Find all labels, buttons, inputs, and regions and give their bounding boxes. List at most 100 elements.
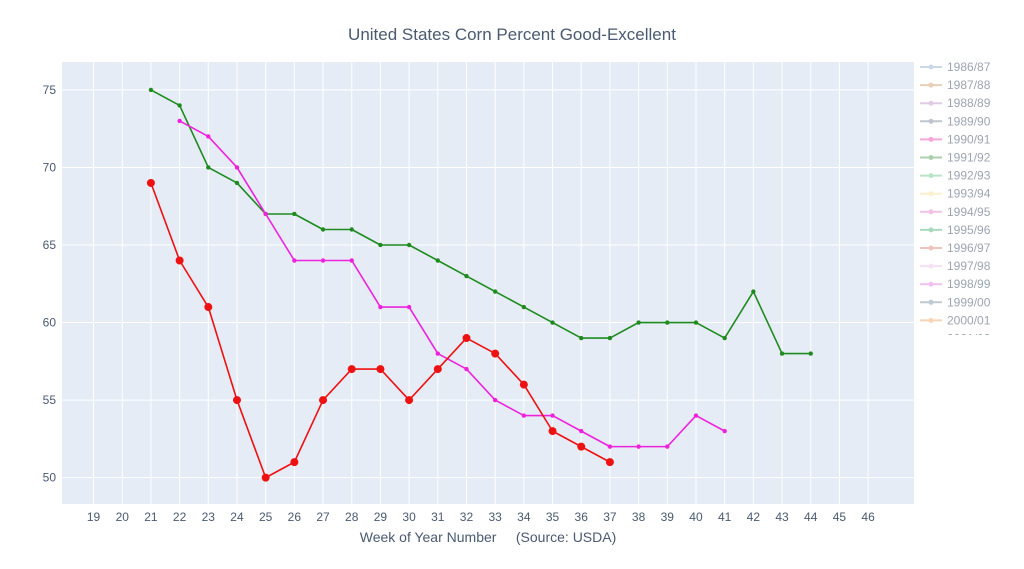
data-point[interactable]	[521, 304, 527, 310]
data-point[interactable]	[177, 103, 182, 108]
legend-item[interactable]: 1995/96	[920, 223, 991, 237]
data-point[interactable]	[292, 258, 297, 263]
data-point[interactable]	[665, 444, 670, 449]
data-point[interactable]	[519, 380, 528, 389]
data-point[interactable]	[665, 320, 670, 325]
data-point[interactable]	[232, 396, 241, 405]
data-point[interactable]	[405, 396, 414, 405]
data-point[interactable]	[406, 304, 412, 310]
data-point[interactable]	[376, 365, 385, 374]
data-point[interactable]	[492, 289, 498, 294]
legend-item[interactable]: 1986/87	[920, 60, 991, 74]
x-tick-label: 34	[517, 510, 531, 524]
data-point[interactable]	[751, 289, 756, 294]
data-point[interactable]	[234, 165, 240, 170]
legend-label: 1992/93	[947, 169, 991, 183]
data-point[interactable]	[550, 413, 555, 418]
data-point[interactable]	[204, 303, 213, 312]
data-point[interactable]	[577, 442, 586, 451]
y-tick-label: 70	[43, 160, 57, 174]
series	[146, 87, 813, 482]
data-point[interactable]	[462, 334, 471, 343]
data-point[interactable]	[521, 413, 527, 418]
legend-item[interactable]: 1992/93	[920, 169, 991, 183]
legend-marker-icon	[928, 227, 934, 233]
x-tick-label: 46	[861, 510, 875, 524]
data-point[interactable]	[406, 242, 412, 248]
data-point[interactable]	[320, 258, 326, 263]
data-point[interactable]	[319, 396, 328, 405]
data-point[interactable]	[464, 273, 469, 279]
data-point[interactable]	[722, 428, 727, 434]
data-point[interactable]	[607, 444, 613, 449]
data-point[interactable]	[722, 335, 727, 341]
data-point[interactable]	[148, 87, 154, 93]
data-point[interactable]	[263, 211, 268, 217]
data-point[interactable]	[347, 365, 356, 374]
data-point[interactable]	[206, 165, 211, 170]
legend-marker-icon	[928, 191, 934, 197]
data-point[interactable]	[292, 211, 297, 217]
legend-item[interactable]: 1998/99	[920, 277, 991, 291]
legend-label: 1990/91	[947, 132, 991, 146]
data-point[interactable]	[261, 473, 270, 482]
data-point[interactable]	[636, 320, 641, 325]
legend-item[interactable]: 1997/98	[920, 259, 991, 273]
x-tick-label: 32	[460, 510, 474, 524]
legend-item[interactable]: 1996/97	[920, 241, 991, 255]
data-point[interactable]	[491, 349, 500, 358]
plot-area	[62, 62, 914, 504]
x-tick-label: 45	[833, 510, 847, 524]
legend-item[interactable]: 1989/90	[920, 114, 991, 128]
data-point[interactable]	[177, 118, 182, 124]
data-point[interactable]	[607, 335, 613, 341]
data-point[interactable]	[206, 134, 211, 139]
data-point[interactable]	[605, 458, 614, 467]
legend-item[interactable]: 1991/92	[920, 151, 991, 165]
data-point[interactable]	[779, 351, 785, 356]
data-point[interactable]	[378, 242, 383, 248]
series-3[interactable]	[146, 178, 614, 482]
series-2[interactable]	[177, 118, 727, 449]
x-tick-label: 39	[661, 510, 675, 524]
data-point[interactable]	[320, 227, 326, 232]
legend-item[interactable]: 1987/88	[920, 78, 991, 92]
legend-item[interactable]: 1994/95	[920, 205, 991, 219]
data-point[interactable]	[290, 458, 299, 467]
data-point[interactable]	[349, 227, 354, 232]
legend-item[interactable]: 1988/89	[920, 96, 991, 110]
data-point[interactable]	[548, 427, 557, 436]
legend-item[interactable]: 1999/00	[920, 295, 991, 309]
data-point[interactable]	[808, 351, 813, 356]
data-point[interactable]	[146, 178, 155, 187]
series-line	[150, 89, 811, 355]
legend-item[interactable]: 1993/94	[920, 187, 991, 201]
legend-item[interactable]: 2000/01	[920, 313, 991, 327]
data-point[interactable]	[693, 320, 699, 325]
data-point[interactable]	[693, 413, 699, 418]
series-line	[179, 120, 726, 448]
data-point[interactable]	[492, 397, 498, 403]
y-tick-label: 50	[43, 471, 57, 485]
legend-marker-icon	[928, 209, 934, 215]
data-point[interactable]	[234, 180, 240, 186]
data-point[interactable]	[550, 320, 555, 325]
data-point[interactable]	[378, 304, 383, 310]
data-point[interactable]	[433, 365, 442, 374]
legend-item[interactable]: 1990/91	[920, 132, 991, 146]
data-point[interactable]	[435, 258, 440, 263]
x-tick-label: 22	[173, 510, 187, 524]
x-tick-label: 42	[747, 510, 761, 524]
data-point[interactable]	[349, 258, 354, 263]
data-point[interactable]	[579, 335, 584, 341]
legend-label: 1993/94	[947, 187, 991, 201]
legend-item[interactable]: 2001/02	[920, 332, 991, 346]
legend-marker-icon	[928, 245, 934, 251]
data-point[interactable]	[435, 351, 440, 356]
x-tick-label: 44	[804, 510, 818, 524]
data-point[interactable]	[464, 366, 469, 372]
data-point[interactable]	[175, 256, 184, 265]
legend[interactable]: 1986/87 1987/88 1988/89 1989/90 1990/91 1991/…	[920, 60, 991, 346]
data-point[interactable]	[636, 444, 641, 449]
data-point[interactable]	[579, 428, 584, 434]
